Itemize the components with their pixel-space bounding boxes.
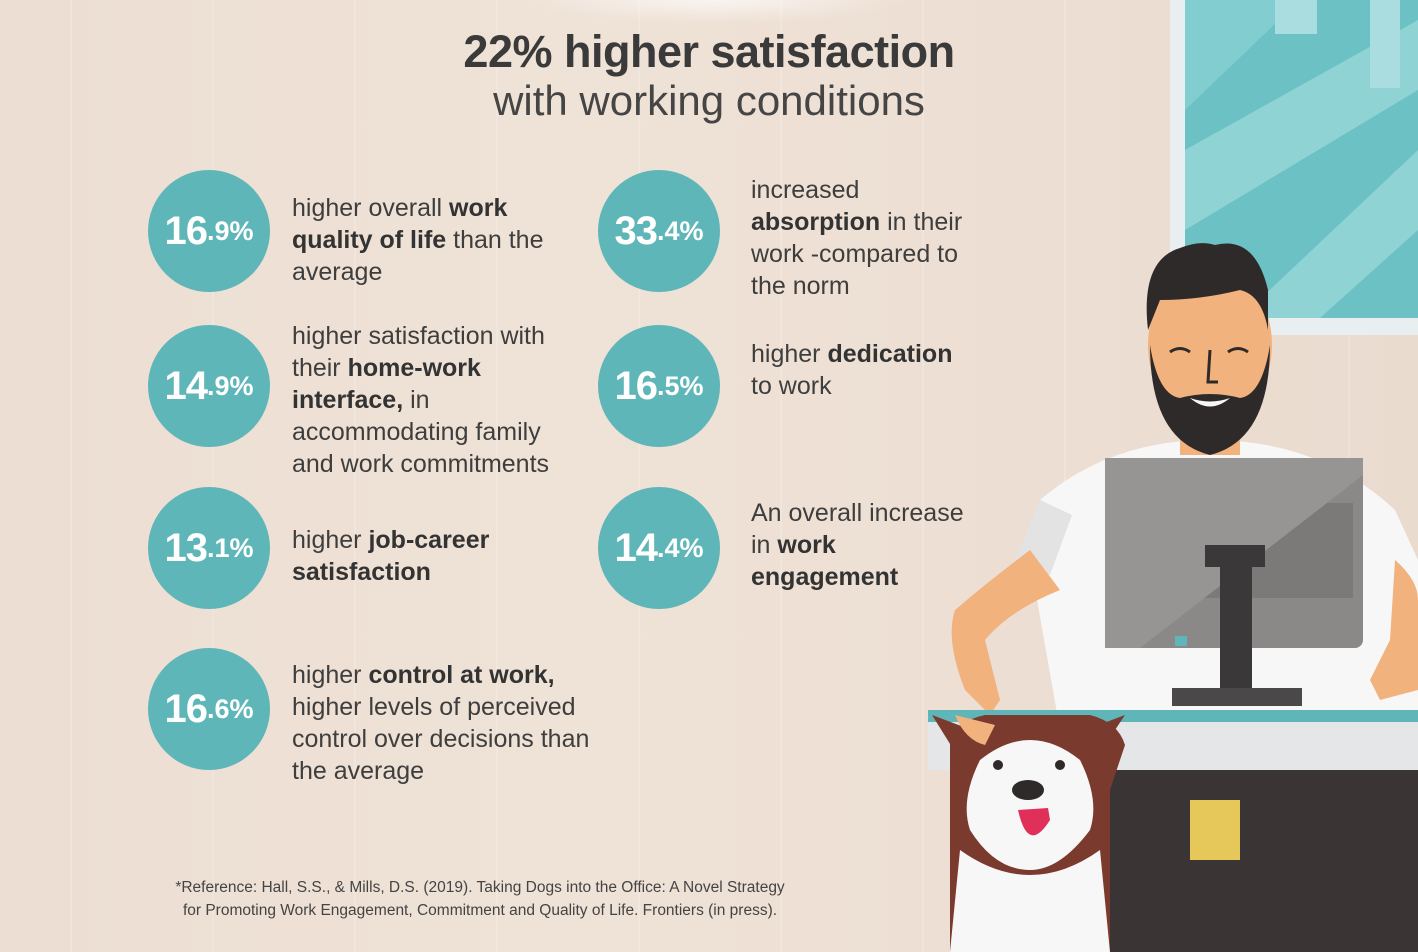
stat-description: higher satisfaction with their home-work… <box>292 322 550 478</box>
stat-circle: 16.9% <box>148 170 270 292</box>
stat-description: increased absorption in their work -comp… <box>751 176 963 300</box>
computer-monitor-illustration <box>1105 458 1363 706</box>
reference-footnote: *Reference: Hall, S.S., & Mills, D.S. (2… <box>140 876 820 922</box>
title-line-1: 22% higher satisfaction <box>463 26 955 77</box>
stat-value: 16 <box>614 363 657 408</box>
stat-decimal: .5% <box>656 370 704 401</box>
title-line-2: with working conditions <box>493 77 925 124</box>
stat-decimal: .4% <box>656 532 704 563</box>
dog-illustration <box>932 715 1125 952</box>
stat-circle: 13.1% <box>148 487 270 609</box>
footnote-line-1: *Reference: Hall, S.S., & Mills, D.S. (2… <box>175 879 785 896</box>
stat-circle: 14.9% <box>148 325 270 447</box>
stat-decimal: .4% <box>656 215 704 246</box>
stat-description: higher overall work quality of life than… <box>292 194 544 286</box>
stat-description: higher job-career satisfaction <box>292 526 490 586</box>
stat-decimal: .6% <box>206 693 254 724</box>
stat-description: An overall increase in work engagement <box>751 499 964 591</box>
stat-description: higher dedication to work <box>751 340 953 400</box>
stat-description: higher control at work, higher levels of… <box>292 661 590 785</box>
lamp-glow <box>520 0 910 24</box>
stat-decimal: .1% <box>206 532 254 563</box>
footnote-line-2: for Promoting Work Engagement, Commitmen… <box>182 902 778 919</box>
stat-decimal: .9% <box>206 215 254 246</box>
stat-circle: 33.4% <box>598 170 720 292</box>
stat-value: 16 <box>164 208 207 253</box>
stat-circle: 14.4% <box>598 487 720 609</box>
stat-decimal: .9% <box>206 370 254 401</box>
stat-value: 13 <box>164 525 207 570</box>
stat-circle: 16.6% <box>148 648 270 770</box>
stat-value: 33 <box>614 208 657 253</box>
stat-circle: 16.5% <box>598 325 720 447</box>
stat-value: 14 <box>164 363 207 408</box>
stat-value: 14 <box>614 525 657 570</box>
page-title: 22% higher satisfaction with working con… <box>0 28 1418 126</box>
stat-value: 16 <box>164 686 207 731</box>
